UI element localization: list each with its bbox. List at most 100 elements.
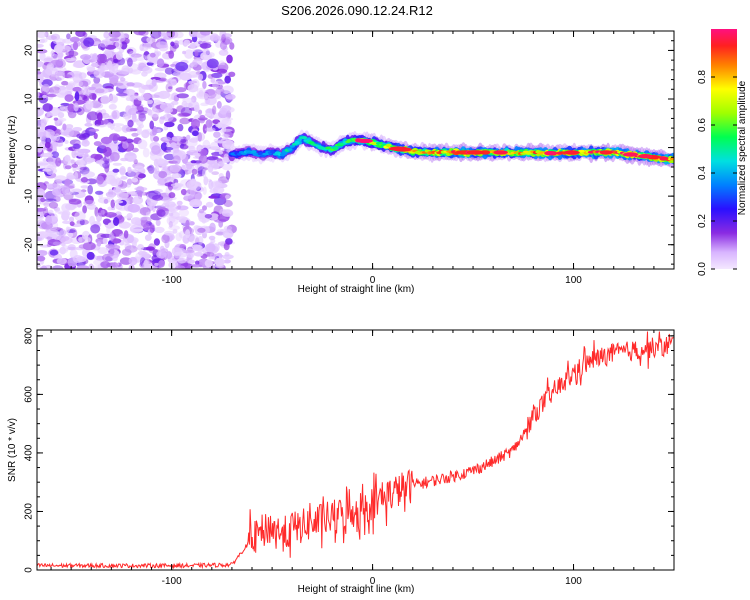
ridge-core xyxy=(236,153,242,156)
noise-speck xyxy=(74,171,79,181)
noise-speck xyxy=(162,136,172,141)
noise-speck xyxy=(125,126,134,133)
noise-speck xyxy=(168,86,173,90)
noise-speck xyxy=(42,168,52,172)
ridge-core xyxy=(270,150,276,154)
noise-speck xyxy=(55,157,62,167)
noise-speck xyxy=(180,143,185,149)
noise-speck xyxy=(58,185,70,194)
noise-speck xyxy=(221,156,230,163)
noise-speck xyxy=(63,127,75,138)
noise-speck xyxy=(164,121,175,128)
noise-speck xyxy=(222,139,235,150)
noise-speck xyxy=(192,130,199,137)
noise-speck xyxy=(78,236,91,244)
noise-speck xyxy=(102,181,108,186)
noise-speck xyxy=(46,35,57,41)
ridge-hotspot xyxy=(357,138,373,144)
noise-speck xyxy=(137,173,146,179)
noise-speck xyxy=(115,40,123,50)
noise-speck xyxy=(56,119,64,124)
noise-speck xyxy=(172,145,180,154)
noise-speck xyxy=(174,40,180,46)
noise-speck xyxy=(164,239,170,249)
x-tick-label: 0 xyxy=(370,275,376,286)
noise-speck xyxy=(53,38,66,45)
noise-speck xyxy=(106,194,115,200)
noise-speck xyxy=(150,31,162,39)
noise-speck xyxy=(210,79,215,83)
noise-speck xyxy=(186,180,199,191)
noise-speck xyxy=(150,108,160,118)
noise-speck xyxy=(187,170,192,174)
noise-speck xyxy=(126,191,138,195)
spectrogram-signal-ridge xyxy=(228,129,674,168)
noise-speck xyxy=(109,38,120,42)
noise-speck xyxy=(153,238,160,246)
noise-speck xyxy=(149,224,155,233)
noise-speck xyxy=(105,243,115,249)
noise-speck xyxy=(210,93,222,100)
noise-speck xyxy=(72,127,83,132)
colorbar-tick-label: 0.4 xyxy=(697,166,708,180)
noise-speck xyxy=(168,215,176,224)
noise-speck xyxy=(205,201,214,208)
ridge-core xyxy=(287,148,293,151)
noise-speck xyxy=(91,54,98,62)
noise-speck xyxy=(45,215,52,225)
noise-speck xyxy=(52,241,62,246)
noise-speck xyxy=(229,42,235,50)
noise-speck xyxy=(118,221,131,229)
noise-speck xyxy=(209,33,219,41)
noise-speck xyxy=(223,131,234,139)
noise-speck xyxy=(85,100,94,110)
noise-speck xyxy=(141,71,148,77)
noise-speck xyxy=(48,209,54,215)
noise-speck xyxy=(159,102,173,111)
noise-speck xyxy=(73,102,79,112)
noise-speck xyxy=(189,264,203,268)
noise-speck xyxy=(174,182,179,186)
noise-speck xyxy=(64,178,71,187)
noise-speck xyxy=(190,160,197,164)
noise-speck xyxy=(182,50,187,55)
noise-speck xyxy=(41,265,47,269)
noise-speck xyxy=(103,88,114,93)
colorbar-tick-label: 0.2 xyxy=(697,214,708,228)
noise-speck xyxy=(174,265,186,269)
noise-speck xyxy=(59,229,67,236)
ridge-hotspot xyxy=(659,156,667,161)
noise-speck xyxy=(100,112,110,119)
noise-speck xyxy=(37,199,42,205)
noise-speck xyxy=(170,63,177,67)
noise-speck xyxy=(164,67,174,75)
noise-speck xyxy=(66,175,76,180)
noise-speck xyxy=(146,94,160,99)
noise-speck xyxy=(156,128,162,133)
noise-speck xyxy=(158,260,166,268)
noise-speck xyxy=(204,214,213,219)
y-tick-label: -10 xyxy=(24,188,35,203)
noise-speck xyxy=(49,249,59,256)
noise-speck xyxy=(131,132,139,137)
noise-speck xyxy=(186,164,193,170)
noise-speck xyxy=(188,259,196,264)
noise-speck xyxy=(140,216,148,221)
noise-speck xyxy=(158,171,168,179)
noise-speck xyxy=(165,251,173,260)
noise-speck xyxy=(95,119,106,126)
noise-speck xyxy=(189,235,200,244)
ridge-hotspot xyxy=(563,150,580,155)
noise-speck xyxy=(215,87,225,95)
noise-speck xyxy=(40,153,54,158)
noise-speck xyxy=(86,251,95,260)
noise-speck xyxy=(178,208,190,217)
noise-speck xyxy=(108,94,119,104)
noise-speck xyxy=(65,204,78,209)
noise-speck xyxy=(200,31,211,36)
noise-speck xyxy=(89,128,100,132)
noise-speck xyxy=(226,54,233,64)
noise-speck xyxy=(202,123,207,134)
noise-speck xyxy=(84,122,93,127)
